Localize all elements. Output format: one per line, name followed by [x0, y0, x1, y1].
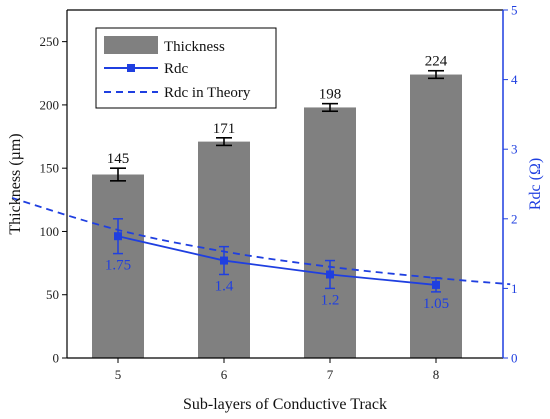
left-tick-label-100: 100 — [40, 224, 60, 239]
rdc-value-label-8: 1.05 — [423, 296, 449, 312]
bar-value-label-6: 171 — [213, 121, 236, 137]
y2-axis-title: Rdc (Ω) — [527, 158, 544, 210]
left-tick-label-0: 0 — [53, 351, 60, 366]
right-tick-label-1: 1 — [511, 281, 518, 296]
bar-7 — [304, 107, 356, 358]
legend-label-thickness: Thickness — [164, 39, 225, 55]
right-tick-label-5: 5 — [511, 3, 518, 18]
left-tick-label-150: 150 — [40, 161, 60, 176]
rdc-point-8 — [432, 280, 440, 289]
rdc-value-label-7: 1.2 — [321, 292, 340, 308]
rdc-line — [117, 235, 437, 286]
legend: Thickness Rdc Rdc in Theory — [95, 27, 277, 109]
left-tick-label-200: 200 — [40, 97, 60, 112]
legend-label-rdc: Rdc — [164, 61, 189, 77]
right-tick-label-4: 4 — [511, 72, 518, 87]
rdc-value-labels: 1.75 1.4 1.2 1.05 — [105, 258, 449, 312]
bar-error-bars — [110, 69, 444, 182]
legend-swatch-rdc-marker — [127, 64, 135, 72]
bar-5 — [92, 174, 144, 358]
bar-value-label-7: 198 — [319, 87, 342, 103]
x-tick-label-6: 6 — [221, 367, 228, 382]
right-tick-label-3: 3 — [511, 142, 518, 157]
rdc-line-layer — [113, 218, 441, 293]
right-tick-label-0: 0 — [511, 351, 518, 366]
x-tick-label-5: 5 — [115, 367, 122, 382]
right-tick-label-2: 2 — [511, 211, 518, 226]
legend-swatch-thickness — [104, 36, 158, 54]
bars-layer — [92, 74, 462, 359]
bar-value-label-5: 145 — [107, 151, 130, 167]
left-tick-label-250: 250 — [40, 34, 60, 49]
y-axis-title: Thickness (µm) — [7, 133, 24, 234]
left-axis-ticks: 0 50 100 150 200 250 — [40, 34, 67, 366]
x-axis-title: Sub-layers of Conductive Track — [183, 396, 387, 413]
legend-label-theory: Rdc in Theory — [164, 85, 251, 101]
rdc-point-5 — [114, 232, 122, 241]
left-tick-label-50: 50 — [46, 287, 59, 302]
bar-value-label-8: 224 — [425, 54, 448, 70]
x-tick-label-7: 7 — [327, 367, 334, 382]
x-axis-ticks: 5 6 7 8 — [115, 358, 440, 382]
x-tick-label-8: 8 — [433, 367, 440, 382]
rdc-point-6 — [220, 256, 228, 265]
rdc-value-label-5: 1.75 — [105, 258, 131, 274]
bar-value-labels: 145 171 198 224 — [107, 54, 448, 167]
rdc-value-label-6: 1.4 — [215, 278, 234, 294]
bar-8 — [410, 74, 462, 359]
right-axis-ticks: 0 1 2 3 4 5 — [503, 3, 518, 366]
rdc-point-7 — [326, 270, 334, 279]
